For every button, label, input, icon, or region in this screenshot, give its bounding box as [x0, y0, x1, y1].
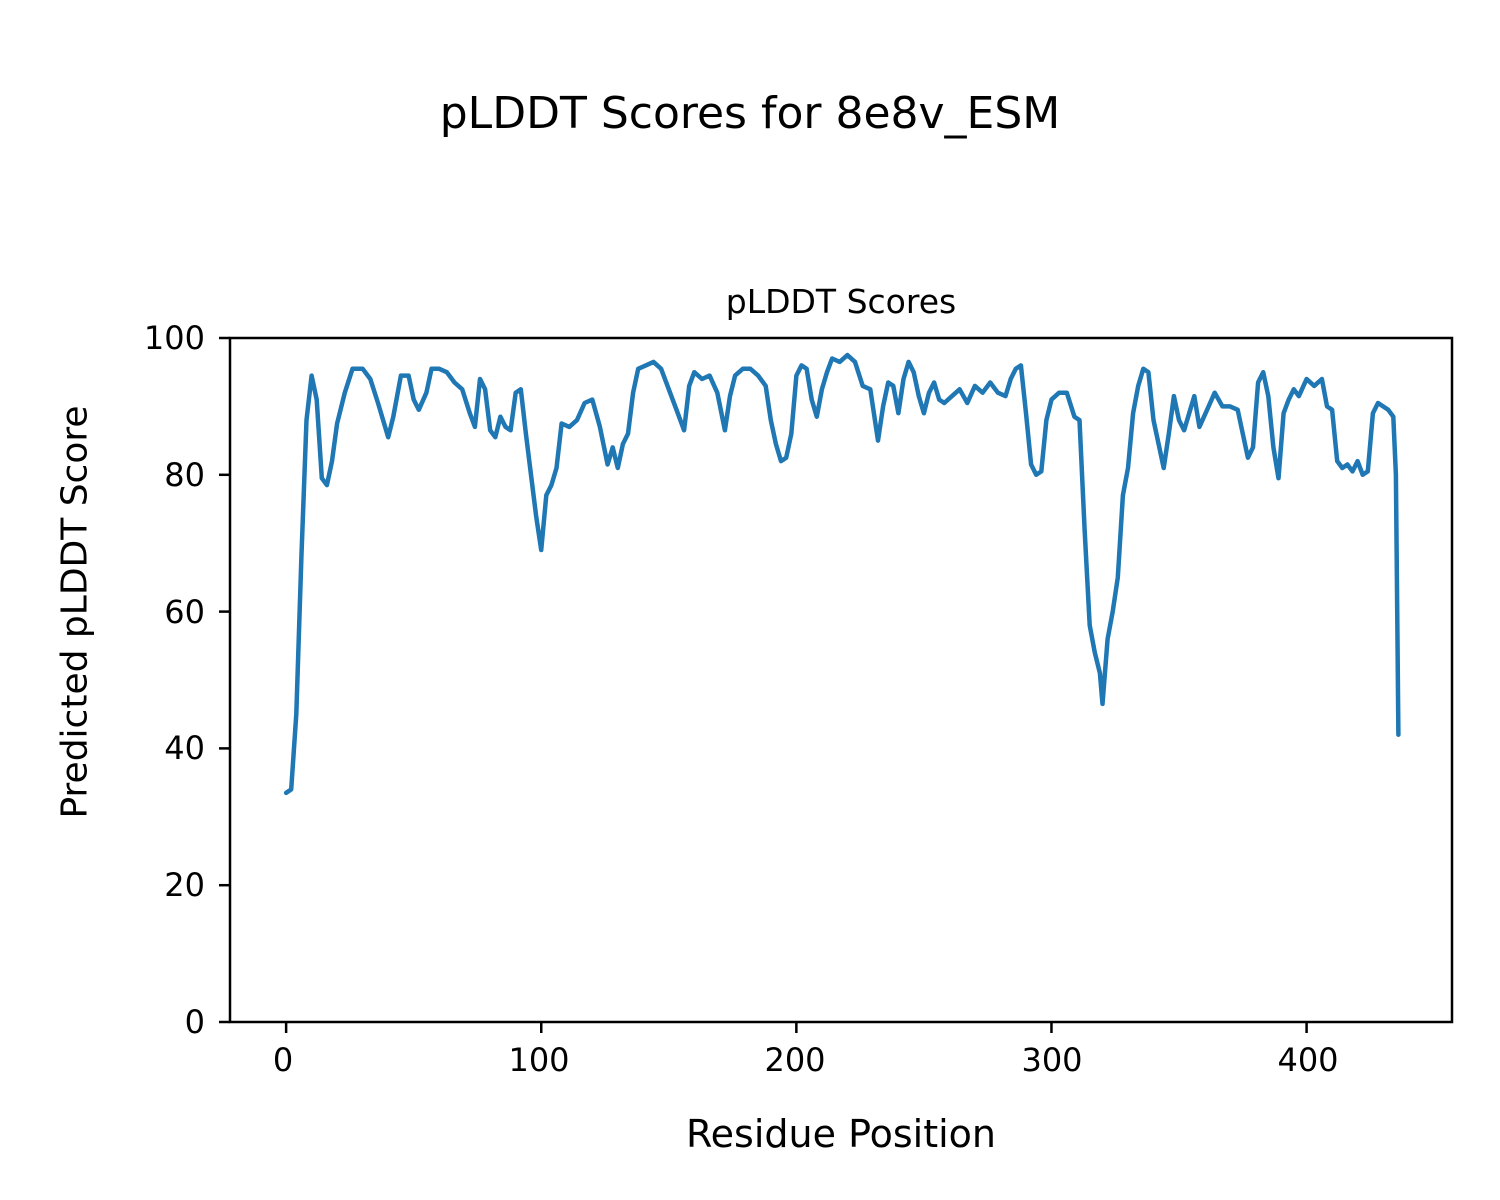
- ytick-label-40: 40: [164, 729, 205, 767]
- plot-area: [219, 336, 1454, 1033]
- figure-suptitle: pLDDT Scores for 8e8v_ESM: [439, 88, 1061, 139]
- ytick-label-20: 20: [164, 866, 205, 904]
- pldlt-line-series: [283, 352, 1401, 796]
- xtick-label-300: 300: [1021, 1041, 1083, 1079]
- ytick-label-100: 100: [143, 319, 205, 357]
- y-axis-label-text: Predicted pLDDT Score: [54, 405, 96, 819]
- xtick-label-100: 100: [508, 1041, 570, 1079]
- xtick-label-400: 400: [1277, 1041, 1339, 1079]
- xtick-label-200: 200: [764, 1041, 826, 1079]
- xtick-label-0: 0: [272, 1041, 294, 1079]
- ytick-label-60: 60: [164, 593, 205, 631]
- axes-title: pLDDT Scores: [725, 282, 957, 321]
- ytick-label-80: 80: [164, 456, 205, 494]
- x-axis-label: Residue Position: [685, 1112, 997, 1156]
- ytick-label-0: 0: [184, 1003, 205, 1041]
- axes-spines: [228, 336, 1454, 1024]
